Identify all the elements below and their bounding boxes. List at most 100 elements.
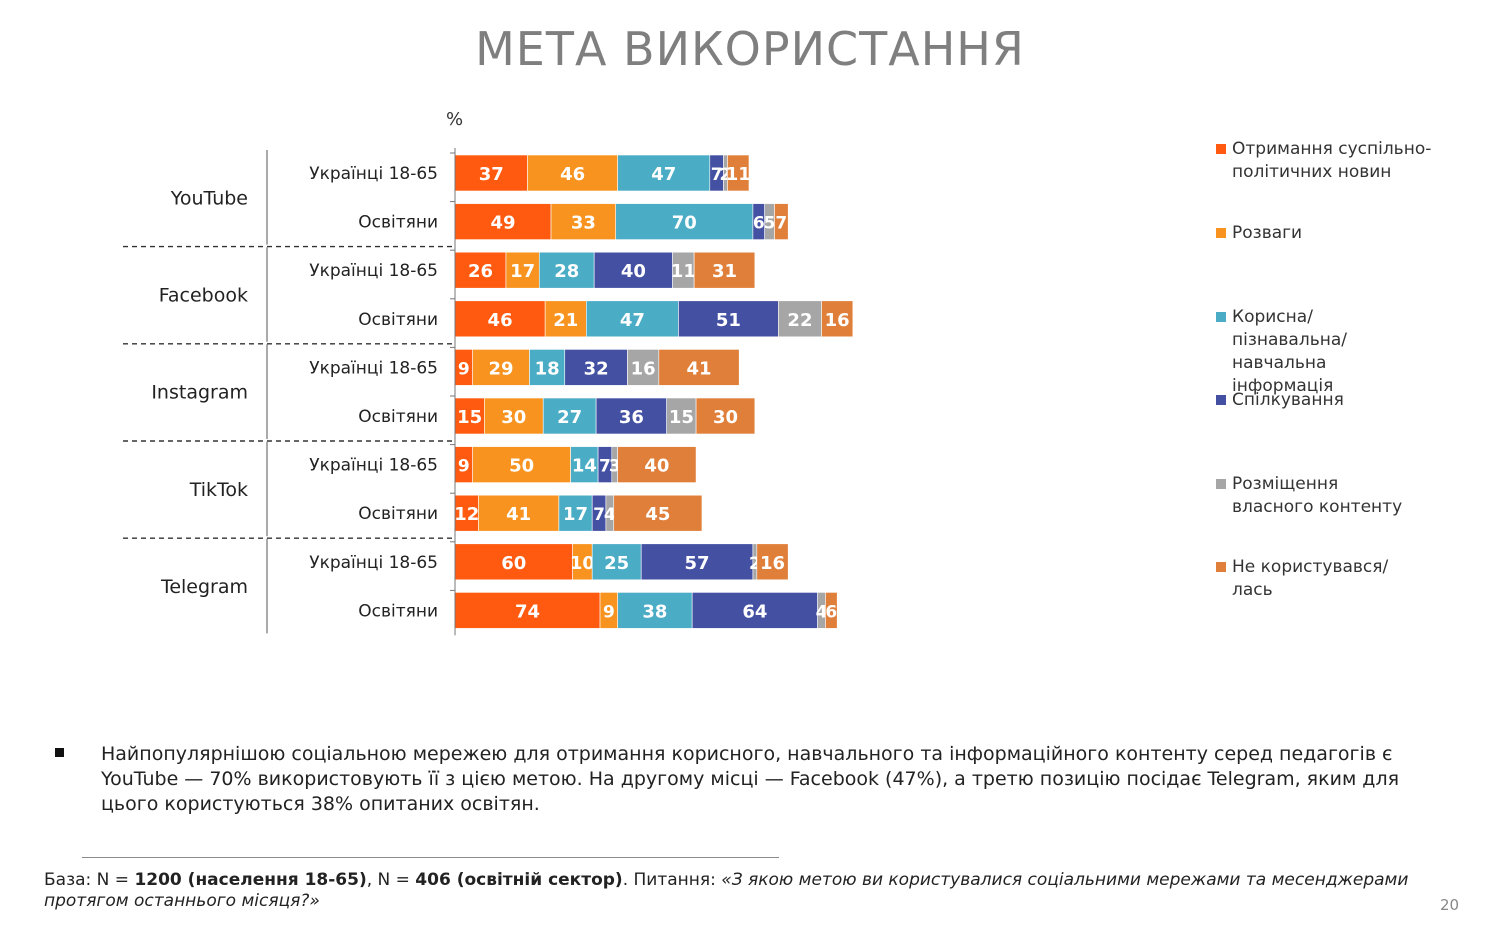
bar-segment (821, 300, 854, 338)
data-label: 6 (753, 214, 765, 234)
legend-swatch-entertainment (1216, 228, 1226, 238)
data-label: 31 (712, 261, 737, 282)
data-label: 74 (515, 601, 540, 622)
bar-segment (825, 592, 838, 629)
bar-segment (627, 349, 660, 386)
data-label: 9 (458, 457, 470, 477)
bar-segment (472, 446, 571, 483)
base-prefix: База: N = (44, 870, 135, 890)
data-label: 41 (506, 504, 531, 525)
data-label: 49 (490, 213, 515, 234)
bar-segment (505, 251, 540, 289)
bar-segment (484, 397, 544, 435)
data-label: 29 (489, 358, 514, 379)
data-label: 3 (609, 457, 621, 477)
bar-segment (617, 154, 711, 192)
data-label: 6 (825, 602, 837, 622)
page-title: МЕТА ВИКОРИСТАННЯ (475, 22, 1025, 76)
data-label: 21 (553, 310, 578, 331)
data-label: 37 (479, 164, 504, 185)
data-label: 7 (599, 457, 611, 477)
legend-item-useful-info: Корисна/ пізнавальна/ навчальна інформац… (1216, 306, 1486, 398)
group-label-telegram: Telegram (160, 576, 248, 598)
bar-segment (640, 543, 754, 581)
data-label: 18 (535, 358, 560, 379)
data-label: 28 (554, 261, 579, 282)
bar-segment (538, 251, 595, 289)
data-label: 4 (816, 602, 828, 622)
bar-segment (454, 543, 573, 581)
data-label: 16 (825, 310, 850, 331)
data-label: 60 (501, 553, 526, 574)
legend-swatch-not-used (1216, 562, 1226, 572)
bar-segment (727, 154, 750, 192)
footnote-divider (82, 857, 779, 858)
bar-segment (617, 592, 693, 629)
base-question: «З якою метою ви користувалися соціальни… (44, 870, 1409, 911)
data-label: 38 (642, 601, 667, 622)
summary-text: Найпопулярнішою соціальною мережею для о… (101, 743, 1400, 815)
data-label: 70 (672, 213, 697, 234)
data-label: 30 (501, 407, 526, 428)
bar-segment (693, 251, 756, 289)
bullet-marker (55, 748, 64, 757)
bar-segment (774, 203, 789, 240)
legend-swatch-news (1216, 144, 1226, 154)
unit-label: % (446, 109, 463, 130)
base-population: 1200 (населення 18-65) (134, 870, 367, 890)
data-label: 46 (488, 310, 513, 331)
data-label: 2 (720, 165, 732, 185)
bar-segment (666, 397, 697, 435)
legend-label-communication: Спілкування (1232, 390, 1344, 410)
bar-segment (595, 397, 667, 435)
group-label-facebook: Facebook (159, 285, 248, 307)
data-label: 10 (570, 553, 595, 574)
row-label: Українці 18-65 (309, 261, 438, 281)
row-label: Освітяни (358, 407, 438, 427)
page-number: 20 (1440, 896, 1460, 914)
data-label: 17 (563, 504, 588, 525)
bar-segment (658, 349, 740, 386)
bar-segment (558, 494, 593, 532)
bar-segment (564, 349, 628, 386)
legend-label-news: Отримання суспільно-політичних новин (1232, 139, 1432, 182)
data-label: 47 (620, 310, 645, 331)
data-label: 11 (726, 164, 751, 185)
legend-swatch-own-content (1216, 479, 1226, 489)
bar-segment (454, 154, 528, 192)
bar-segment (529, 349, 566, 386)
data-label: 25 (604, 553, 629, 574)
bar-segment (472, 349, 530, 386)
data-label: 7 (593, 505, 605, 525)
base-education: 406 (освітній сектор) (415, 870, 623, 890)
row-label: Освітяни (358, 504, 438, 524)
row-label: Українці 18-65 (309, 358, 438, 378)
data-label: 16 (631, 358, 656, 379)
base-separator: , N = (366, 870, 416, 890)
bar-segment (544, 300, 587, 338)
legend-swatch-useful-info (1216, 312, 1226, 322)
data-label: 40 (644, 456, 669, 477)
bar-segment (478, 494, 560, 532)
group-label-youtube: YouTube (170, 187, 248, 209)
bar-segment (550, 203, 617, 240)
data-label: 17 (510, 261, 535, 282)
data-label: 40 (621, 261, 646, 282)
base-note: База: N = 1200 (населення 18-65), N = 40… (44, 870, 1444, 912)
legend-label-entertainment: Розваги (1232, 223, 1303, 243)
data-label: 51 (716, 310, 741, 331)
bar-segment (586, 300, 679, 338)
row-label: Українці 18-65 (309, 456, 438, 476)
legend-item-own-content: Розміщення власного контенту (1216, 473, 1486, 519)
data-label: 26 (468, 261, 493, 282)
data-label: 14 (572, 456, 597, 477)
data-label: 50 (509, 456, 534, 477)
legend-swatch-communication (1216, 395, 1226, 405)
legend-item-communication: Спілкування (1216, 389, 1486, 412)
row-label: Українці 18-65 (309, 553, 438, 573)
data-label: 32 (584, 358, 609, 379)
data-label: 15 (669, 407, 694, 428)
bar-segment (454, 203, 552, 240)
legend-label-own-content: Розміщення власного контенту (1232, 474, 1403, 517)
